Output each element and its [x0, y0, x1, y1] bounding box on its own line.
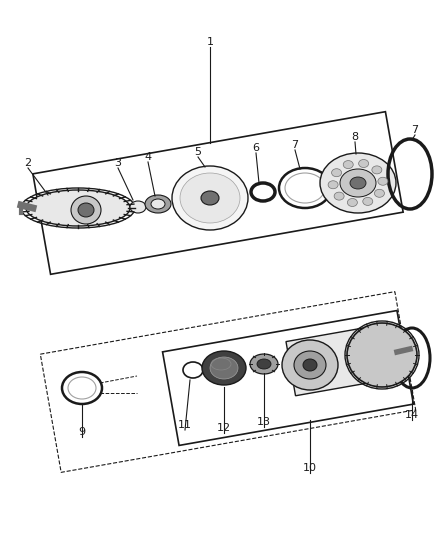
Ellipse shape: [180, 173, 240, 223]
Ellipse shape: [294, 351, 326, 379]
Ellipse shape: [172, 166, 248, 230]
Text: 3: 3: [114, 158, 121, 168]
Text: 2: 2: [25, 158, 32, 168]
Ellipse shape: [374, 189, 385, 197]
Ellipse shape: [26, 190, 130, 226]
Ellipse shape: [282, 340, 338, 390]
Text: 14: 14: [405, 410, 419, 420]
Text: 1: 1: [206, 37, 213, 47]
Text: 12: 12: [217, 423, 231, 433]
Ellipse shape: [359, 159, 369, 167]
Ellipse shape: [363, 197, 373, 205]
Ellipse shape: [347, 198, 357, 206]
Ellipse shape: [130, 201, 146, 213]
Ellipse shape: [250, 354, 278, 374]
Ellipse shape: [350, 177, 366, 189]
Ellipse shape: [372, 166, 382, 174]
Text: 10: 10: [303, 463, 317, 473]
Polygon shape: [286, 324, 394, 396]
Text: 11: 11: [178, 420, 192, 430]
Ellipse shape: [202, 351, 246, 385]
Ellipse shape: [378, 177, 388, 185]
Ellipse shape: [151, 199, 165, 209]
Text: 7: 7: [291, 140, 299, 150]
Text: 9: 9: [78, 427, 85, 437]
Ellipse shape: [347, 323, 417, 387]
Text: 7: 7: [411, 125, 419, 135]
Ellipse shape: [201, 191, 219, 205]
Ellipse shape: [343, 160, 353, 168]
Ellipse shape: [78, 203, 94, 217]
Ellipse shape: [340, 169, 376, 197]
Ellipse shape: [145, 195, 171, 213]
Text: 8: 8: [351, 132, 359, 142]
Ellipse shape: [303, 359, 317, 371]
Text: 5: 5: [194, 147, 201, 157]
Text: 6: 6: [252, 143, 259, 153]
Ellipse shape: [210, 357, 238, 379]
Ellipse shape: [320, 153, 396, 213]
Text: 13: 13: [257, 417, 271, 427]
Ellipse shape: [332, 169, 342, 177]
Ellipse shape: [257, 359, 271, 369]
Ellipse shape: [334, 192, 344, 200]
Ellipse shape: [71, 196, 101, 224]
Ellipse shape: [328, 181, 338, 189]
Text: 4: 4: [145, 152, 152, 162]
